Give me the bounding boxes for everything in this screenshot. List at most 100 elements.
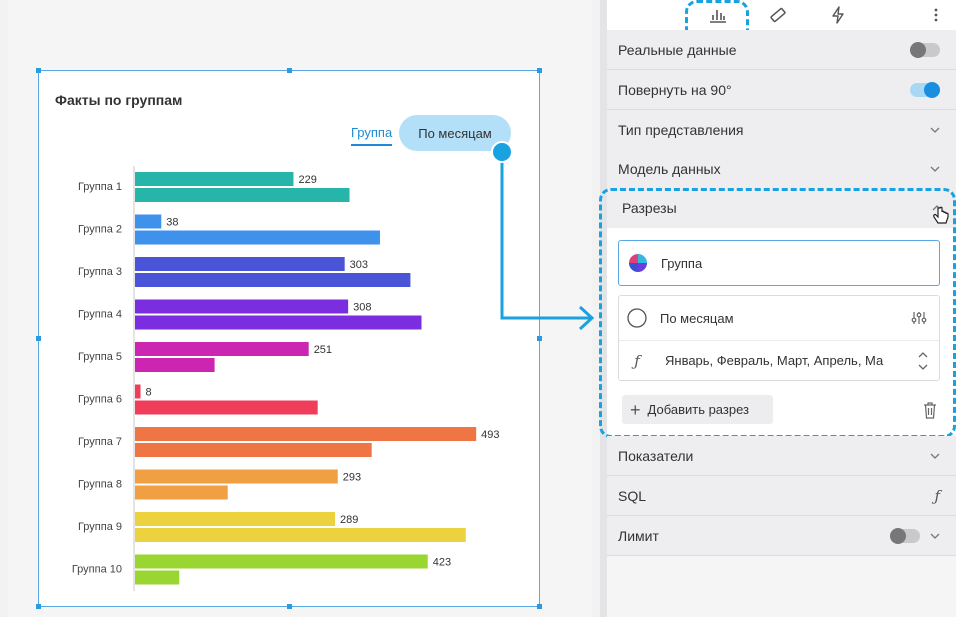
row-rotate[interactable]: Повернуть на 90° [607,70,956,110]
bar[interactable] [135,427,477,441]
slices-section: Разрезы Группа По месяцам ƒ Январь, Февр… [599,188,956,438]
plus-icon: + [630,399,641,420]
row-label: Реальные данные [618,41,737,58]
chart-widget[interactable]: Факты по группам Группа По месяцам Групп… [36,68,542,609]
trash-icon[interactable] [922,401,938,419]
add-slice-label: Добавить разрез [647,402,749,417]
bar[interactable] [135,358,215,372]
sliders-icon[interactable] [911,311,927,325]
rotate-toggle[interactable] [910,82,940,98]
bar[interactable] [135,512,335,526]
category-label: Группа 8 [78,479,122,491]
bar[interactable] [135,299,349,314]
category-label: Группа 4 [78,309,122,321]
bar[interactable] [135,172,294,186]
category-label: Группа 6 [78,394,122,406]
bar[interactable] [135,443,372,457]
slice-item-months-header[interactable]: По месяцам [619,296,939,340]
slice-values-row[interactable]: ƒ Январь, Февраль, Март, Апрель, Ма [619,340,939,380]
data-label: 38 [166,217,178,229]
row-label: Тип представления [618,121,744,138]
row-data-model[interactable]: Модель данных [607,149,956,189]
bar[interactable] [135,384,141,399]
category-label: Группа 3 [78,266,122,278]
row-limit[interactable]: Лимит [607,516,956,556]
data-label: 493 [481,429,499,441]
resize-handle[interactable] [537,336,542,341]
category-label: Группа 7 [78,436,122,448]
data-label: 308 [353,302,371,314]
bar[interactable] [135,469,338,484]
row-real-data[interactable]: Реальные данные [607,30,956,70]
category-label: Группа 1 [78,181,122,193]
category-label: Группа 9 [78,521,122,533]
data-label: 423 [433,557,451,569]
slice-item-months[interactable]: По месяцам ƒ Январь, Февраль, Март, Апре… [618,295,940,381]
bar[interactable] [135,570,180,585]
bar[interactable] [135,528,466,542]
bar[interactable] [135,554,428,569]
ruler-icon[interactable] [767,4,789,26]
more-vertical-icon[interactable] [925,4,947,26]
bar[interactable] [135,230,380,245]
bar-chart-icon[interactable] [707,4,729,26]
pie-chart-icon [629,254,647,272]
function-icon[interactable]: ƒ [934,487,940,505]
lightning-icon[interactable] [827,4,849,26]
add-slice-button[interactable]: + Добавить разрез [622,395,773,424]
bar[interactable] [135,400,318,415]
chevron-down-icon[interactable] [930,451,940,461]
data-label: 303 [350,259,368,271]
widget-title: Факты по группам [55,92,183,108]
slice-values: Январь, Февраль, Март, Апрель, Ма [665,353,884,368]
limit-toggle[interactable] [890,528,920,544]
slice-item-label: По месяцам [660,310,734,326]
chevron-down-icon[interactable] [930,125,940,135]
category-label: Группа 5 [78,351,122,363]
category-label: Группа 10 [72,564,122,576]
resize-handle[interactable] [36,336,41,341]
slice-item-label: Группа [661,255,703,271]
radio-circle-icon[interactable] [627,308,647,328]
data-label: 293 [343,472,361,484]
row-label: Показатели [618,447,694,464]
resize-handle[interactable] [287,68,292,73]
slices-title: Разрезы [622,200,677,216]
resize-handle[interactable] [36,604,41,609]
panel-resizer[interactable] [600,0,607,617]
tab-group[interactable]: Группа [351,125,393,146]
row-label: Модель данных [618,160,721,177]
resize-handle[interactable] [537,68,542,73]
chevron-down-icon[interactable] [930,164,940,174]
bar-chart: Группа 1 229 Группа 2 38 Группа 3 303 Группа 4… [72,166,500,591]
bar[interactable] [135,315,422,330]
data-label: 289 [340,514,358,526]
resize-handle[interactable] [36,68,41,73]
tab-by-months[interactable]: По месяцам [399,115,511,151]
bar[interactable] [135,214,162,229]
real-data-toggle[interactable] [910,42,940,58]
canvas-area: Факты по группам Группа По месяцам Групп… [36,68,542,609]
chevron-down-icon[interactable] [930,531,940,541]
bar[interactable] [135,257,345,271]
row-sql[interactable]: SQL ƒ [607,476,956,516]
row-label: SQL [618,487,647,504]
bar[interactable] [135,273,411,287]
data-label: 229 [298,174,316,186]
row-label: Лимит [618,527,659,544]
slice-item-group[interactable]: Группа [618,240,940,286]
bar[interactable] [135,342,309,356]
up-down-stepper-icon[interactable] [917,350,929,372]
bar[interactable] [135,485,228,500]
row-label: Повернуть на 90° [618,81,732,98]
slices-header[interactable]: Разрезы [607,188,956,228]
row-indicators[interactable]: Показатели [607,436,956,476]
row-view-type[interactable]: Тип представления [607,110,956,150]
settings-panel: Реальные данные Повернуть на 90° Тип пре… [599,0,956,617]
resize-handle[interactable] [287,604,292,609]
resize-handle[interactable] [537,604,542,609]
function-icon: ƒ [634,351,640,370]
hand-cursor-icon [933,206,949,224]
data-label: 8 [146,387,152,399]
bar[interactable] [135,188,350,202]
